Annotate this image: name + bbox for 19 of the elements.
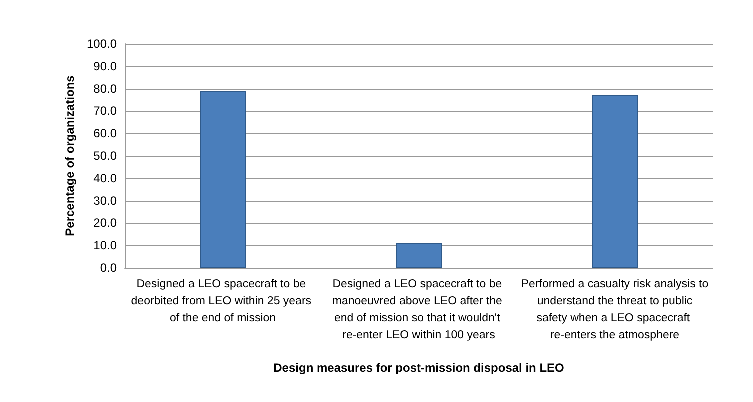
- y-tick-label: 80.0: [94, 82, 118, 96]
- bar: [396, 243, 442, 268]
- y-tick-label: 100.0: [86, 37, 118, 51]
- y-tick-label: 30.0: [94, 194, 118, 208]
- x-tick-label: Performed a casualty risk analysis to understand the threat to public safety when a LEO spacecraft re-enters the atmosphere: [521, 278, 709, 342]
- x-tick-label: Designed a LEO spacecraft to be deorbited from LEO within 25 years of the end of mission: [131, 278, 315, 324]
- x-axis-title: Design measures for post-mission disposal in LEO: [274, 361, 564, 375]
- y-tick-label: 60.0: [94, 126, 118, 141]
- y-tick-label: 90.0: [94, 59, 118, 74]
- y-tick-label: 70.0: [94, 104, 118, 118]
- bar: [592, 96, 638, 268]
- x-tick-label: Designed a LEO spacecraft to be manoeuvred above LEO after the end of mission so that it wouldn't re-enter LEO within 100 years: [332, 278, 506, 342]
- y-tick-label: 40.0: [94, 171, 118, 186]
- y-tick-label: 20.0: [94, 216, 118, 230]
- y-tick-label: 50.0: [94, 149, 118, 163]
- y-tick-label: 10.0: [94, 238, 118, 253]
- y-axis-title: Percentage of organizations: [63, 75, 78, 236]
- bar: [200, 91, 246, 268]
- y-tick-label: 0.0: [100, 261, 118, 275]
